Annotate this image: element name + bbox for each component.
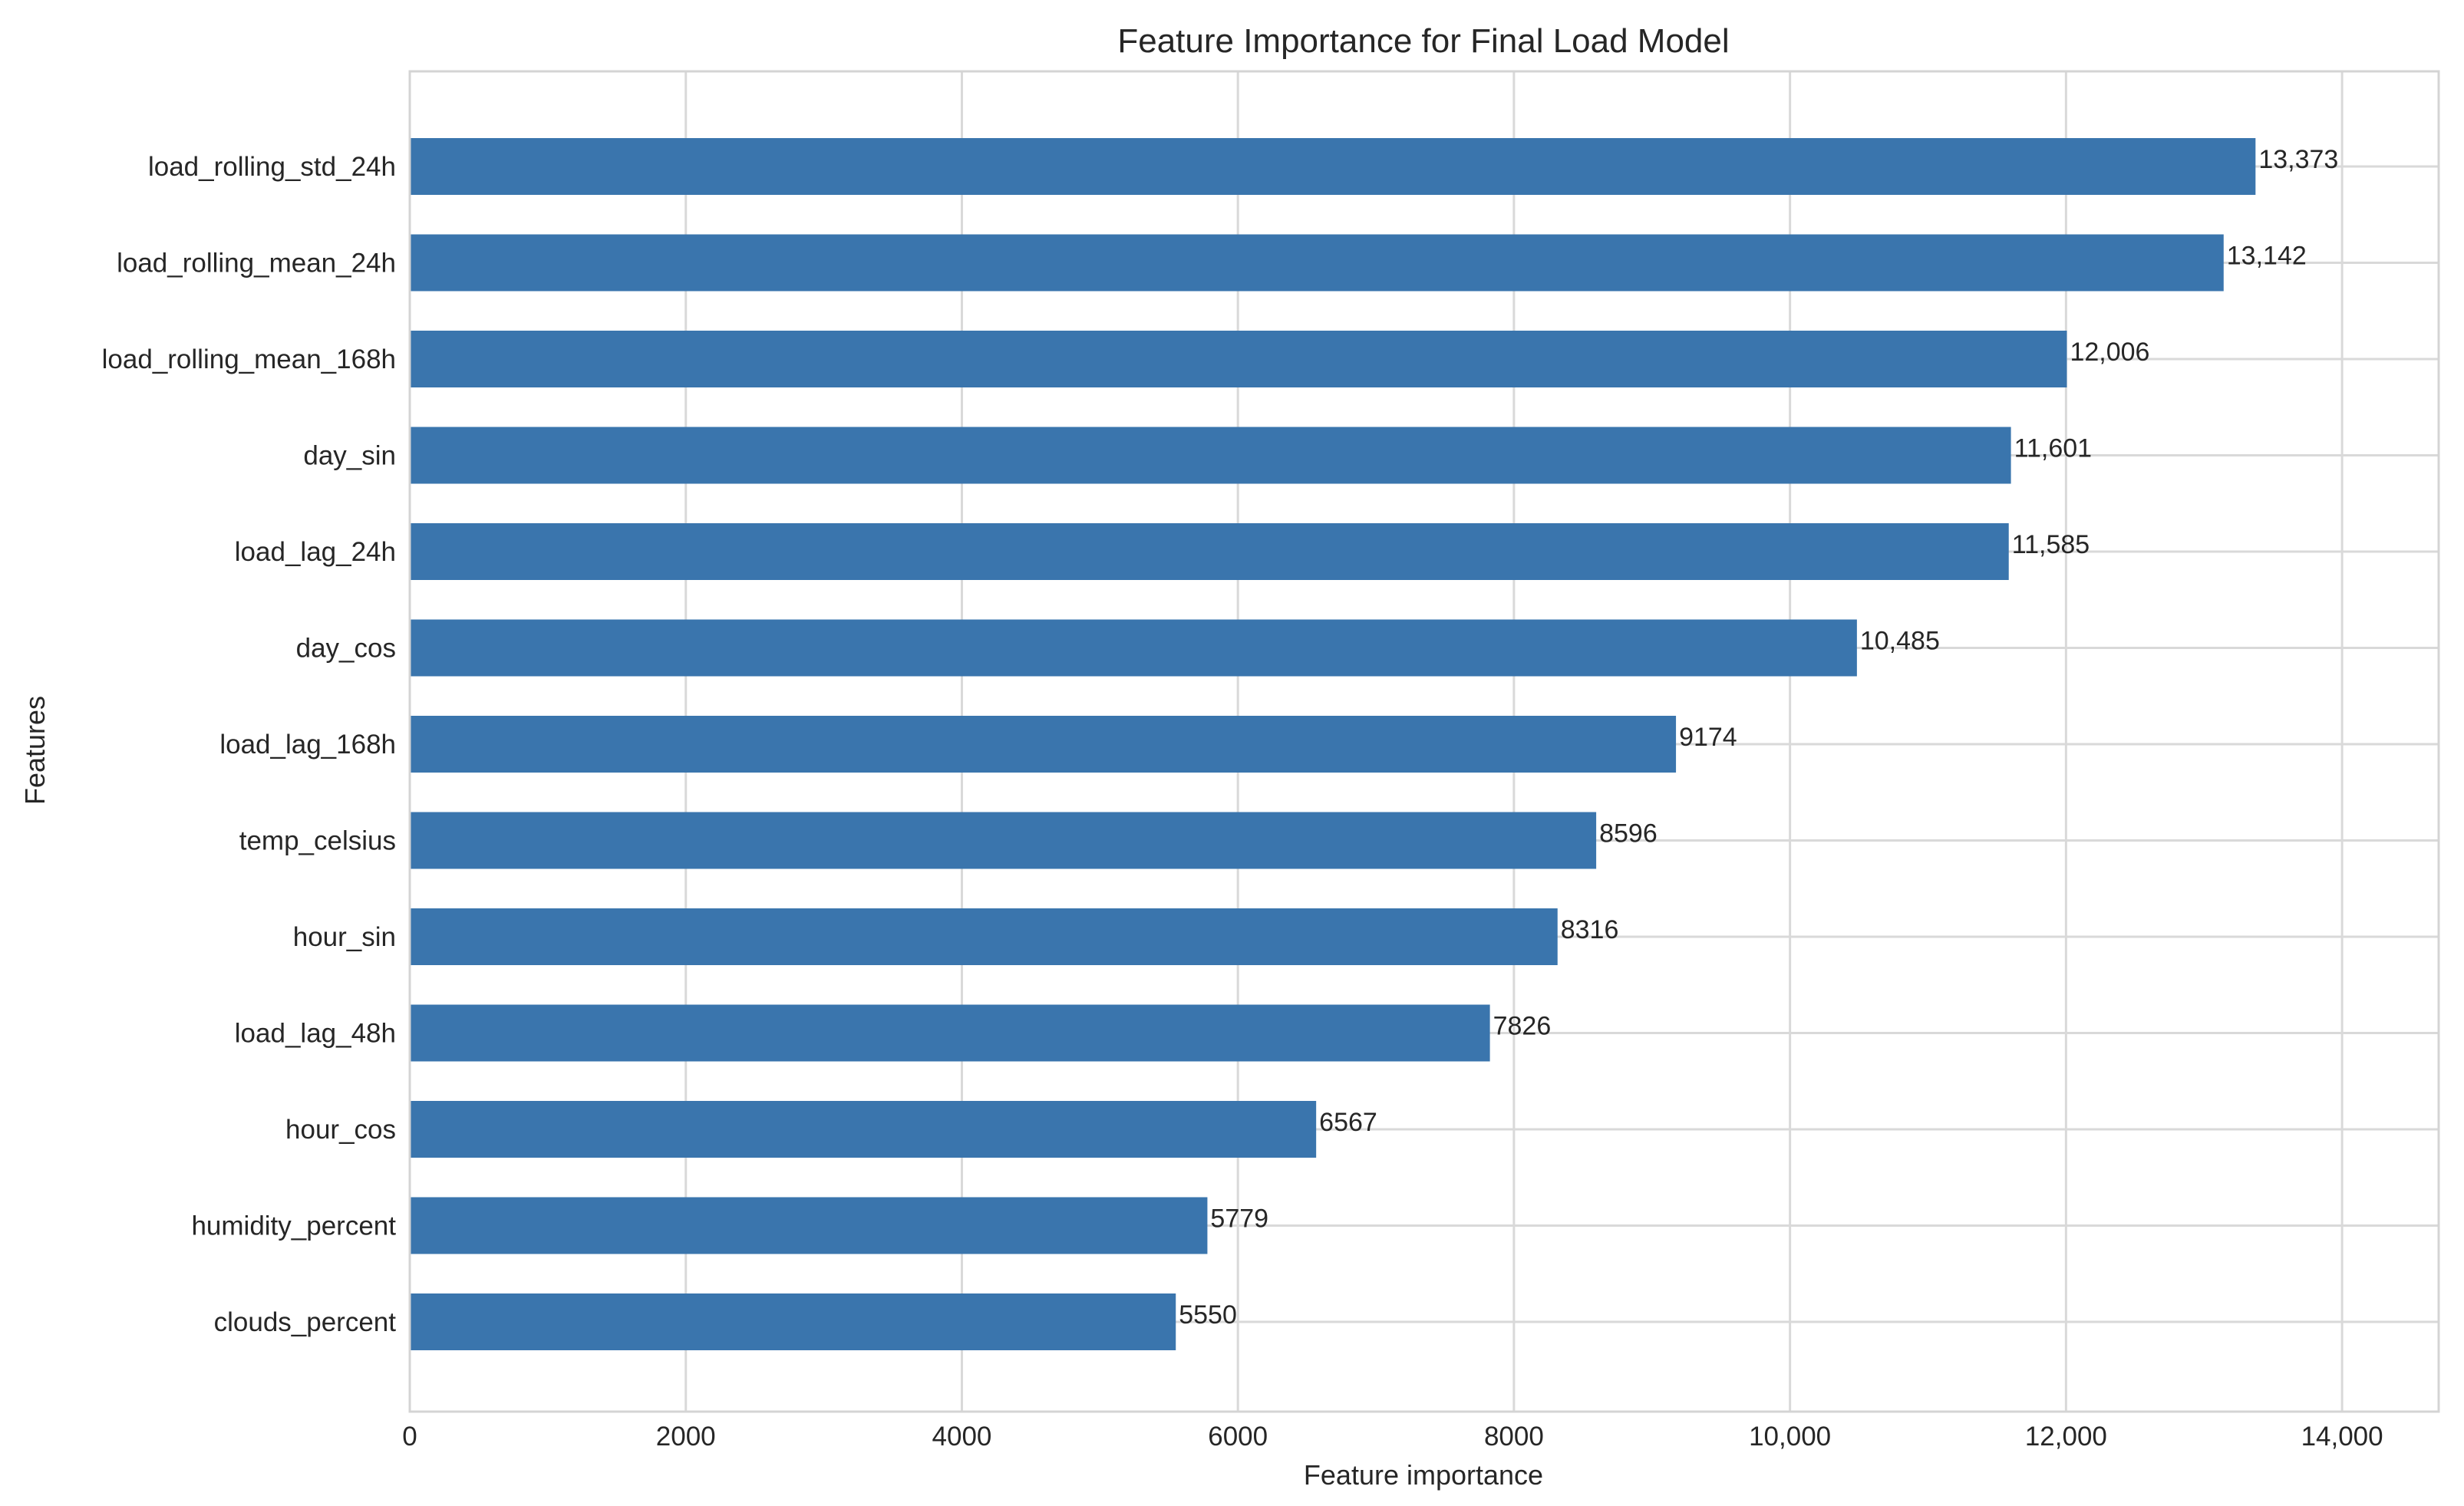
- bar: [410, 138, 2256, 195]
- value-label: 7826: [1493, 1012, 1552, 1041]
- value-label: 13,142: [2227, 242, 2307, 271]
- x-tick-label: 10,000: [1749, 1422, 1831, 1452]
- plot-frame: [408, 70, 2440, 1413]
- y-tick-label: load_rolling_mean_24h: [117, 249, 396, 278]
- y-tick-label: hour_cos: [285, 1115, 396, 1145]
- bar: [410, 716, 1677, 773]
- value-label: 12,006: [2070, 338, 2149, 367]
- bar: [410, 427, 2011, 484]
- x-tick-labels: 0 2000 4000 6000 8000 10,000 12,000 14,000: [402, 1422, 2383, 1452]
- x-tick-label: 0: [402, 1422, 417, 1452]
- value-label: 5550: [1179, 1300, 1237, 1330]
- value-label: 13,373: [2258, 145, 2338, 174]
- y-tick-label: load_lag_168h: [219, 730, 396, 760]
- y-tick-label: load_rolling_mean_168h: [102, 344, 396, 374]
- y-tick-label: clouds_percent: [214, 1307, 397, 1337]
- y-tick-label: day_cos: [296, 634, 396, 664]
- x-tick-label: 12,000: [2025, 1422, 2107, 1452]
- bar: [410, 619, 1857, 677]
- value-label: 11,585: [2012, 530, 2090, 559]
- y-tick-label: temp_celsius: [239, 826, 396, 856]
- x-tick-label: 4000: [932, 1422, 992, 1452]
- y-axis-label: Features: [19, 696, 51, 805]
- chart-title: Feature Importance for Final Load Model: [1117, 22, 1729, 60]
- y-tick-label: load_lag_24h: [235, 537, 396, 567]
- x-tick-label: 14,000: [2301, 1422, 2383, 1452]
- bar: [410, 234, 2224, 292]
- bar-layer: [410, 138, 2256, 1350]
- y-tick-label: hour_sin: [293, 922, 396, 952]
- y-tick-label: load_rolling_std_24h: [148, 152, 396, 182]
- x-tick-label: 6000: [1208, 1422, 1268, 1452]
- value-label: 6567: [1319, 1108, 1377, 1137]
- y-tick-labels: load_rolling_std_24h load_rolling_mean_24…: [102, 152, 397, 1337]
- value-label: 8316: [1561, 915, 1619, 944]
- bar: [410, 1101, 1317, 1158]
- bar: [410, 1197, 1208, 1254]
- value-label: 8596: [1599, 819, 1658, 849]
- x-tick-label: 2000: [656, 1422, 716, 1452]
- bar: [410, 908, 1558, 965]
- value-label: 10,485: [1860, 627, 1940, 656]
- y-tick-label: load_lag_48h: [235, 1019, 396, 1049]
- y-tick-label: humidity_percent: [191, 1211, 396, 1241]
- value-label: 9174: [1679, 723, 1737, 752]
- value-label: 5779: [1210, 1204, 1268, 1234]
- value-label: 11,601: [2014, 434, 2092, 463]
- bar: [410, 523, 2009, 580]
- bar: [410, 1004, 1490, 1062]
- bar: [410, 812, 1597, 869]
- value-labels: 13,373 13,142 12,006 11,601 11,585 10,485 9174…: [1179, 145, 2338, 1330]
- x-axis-label: Feature importance: [1304, 1459, 1543, 1491]
- bar: [410, 331, 2067, 387]
- y-tick-label: day_sin: [303, 441, 396, 471]
- bar: [410, 1293, 1176, 1350]
- x-tick-label: 8000: [1484, 1422, 1544, 1452]
